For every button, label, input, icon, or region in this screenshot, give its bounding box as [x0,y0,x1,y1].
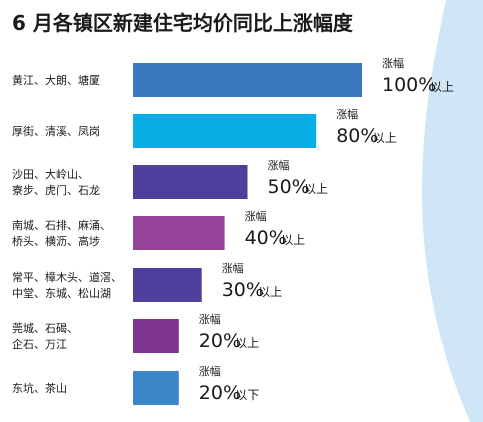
category-label: 桥头、横沥、高埗 [12,234,100,248]
value-label-number: 100% [382,74,436,96]
value-label-suffix: 以上 [281,233,305,247]
value-label-number: 20% [199,382,241,404]
bar [133,114,317,148]
value-label-suffix: 以上 [235,336,259,350]
category-label: 厚街、清溪、凤岗 [12,124,100,138]
value-label-number: 30% [222,279,264,301]
value-label-prefix: 涨幅 [382,57,404,70]
value-label-number: 50% [268,176,310,198]
value-label-number: 80% [336,125,378,147]
category-label: 东坑、茶山 [12,381,67,395]
value-label-suffix: 以上 [304,182,328,196]
value-label-prefix: 涨幅 [268,159,290,172]
category-label: 常平、樟木头、道滘、 [12,270,122,284]
bar [133,165,248,199]
category-label: 黄江、大朗、塘厦 [12,73,100,87]
category-label: 企石、万江 [12,337,67,351]
value-label-suffix: 以上 [373,131,397,145]
bar [133,63,362,97]
value-label-number: 20% [199,330,241,352]
value-label-suffix: 以下 [235,388,259,402]
value-label-prefix: 涨幅 [245,210,267,223]
bar [133,216,225,250]
bar [133,371,179,405]
category-label: 莞城、石碣、 [12,322,78,335]
value-label-number: 40% [245,227,287,249]
category-label: 寮步、虎门、石龙 [12,183,100,197]
value-label-prefix: 涨幅 [199,365,221,378]
value-label-suffix: 以上 [430,80,454,94]
background-accent-curve [0,0,470,422]
bar [133,268,202,302]
category-label: 中堂、东城、松山湖 [12,286,111,300]
category-label: 南城、石排、麻涌、 [12,218,111,232]
category-label: 沙田、大岭山、 [12,167,89,181]
chart-title: 6 月各镇区新建住宅均价同比上涨幅度 [12,11,354,35]
bars-group: 黄江、大朗、塘厦涨幅100%以上厚街、清溪、凤岗涨幅80%以上沙田、大岭山、寮步… [12,57,454,405]
value-label-suffix: 以上 [258,285,282,299]
value-label-prefix: 涨幅 [336,108,358,121]
value-label-prefix: 涨幅 [199,313,221,326]
value-label-prefix: 涨幅 [222,262,244,275]
bar [133,319,179,353]
